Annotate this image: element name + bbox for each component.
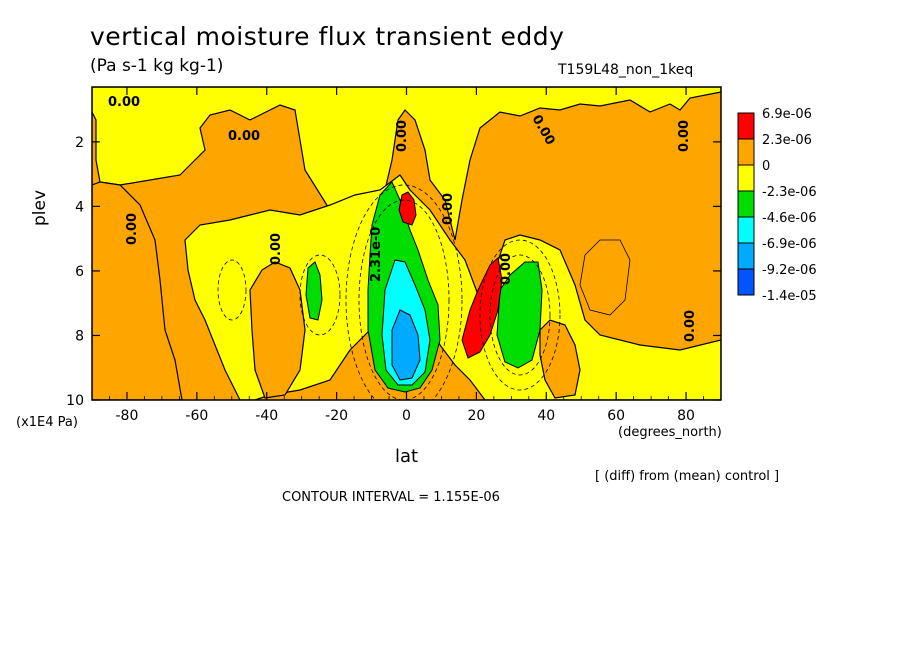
x-axis-label: lat [395, 446, 419, 467]
y-axis-unit: (x1E4 Pa) [16, 415, 78, 430]
axes: -80 -60 -40 -20 0 20 40 60 80 2 4 6 8 10 [66, 87, 722, 424]
red-region-20n [461, 257, 503, 359]
y-tick-label: 10 [66, 393, 84, 409]
contour-labels: 0.00 0.00 0.00 0.00 0.00 0.00 0.00 0.00 … [108, 95, 698, 342]
blue-region-equator [391, 309, 421, 381]
green-region-minus27 [305, 261, 323, 321]
contour-label: 0.00 [125, 213, 140, 245]
colorbar-legend: 6.9e-06 2.3e-06 0 -2.3e-06 -4.6e-06 -6.9e-06 -… [737, 107, 817, 304]
legend-swatch [737, 112, 755, 140]
contour-label: 0.00 [269, 233, 284, 265]
x-tick-label: 80 [677, 408, 695, 424]
contour-label: 0.00 [499, 253, 514, 285]
legend-label: -9.2e-06 [762, 263, 817, 278]
x-tick-label: 0 [402, 408, 411, 424]
x-tick-label: 20 [467, 408, 485, 424]
legend-swatch [737, 268, 755, 296]
x-tick-label: -60 [185, 408, 208, 424]
contour-label: 2.31e-0 [369, 227, 384, 282]
contour-label: 0.00 [683, 310, 698, 342]
x-tick-label: -40 [255, 408, 278, 424]
x-tick-label: -20 [325, 408, 348, 424]
y-tick-label: 8 [75, 328, 84, 344]
x-tick-label: 40 [537, 408, 555, 424]
x-tick-label: -80 [116, 408, 139, 424]
solid-contour-right [579, 239, 631, 316]
plot-area [92, 87, 721, 400]
legend-label: 2.3e-06 [762, 133, 812, 148]
legend-label: -4.6e-06 [762, 211, 817, 226]
legend-label: -6.9e-06 [762, 237, 817, 252]
contour-label: 0.00 [677, 120, 692, 152]
dashed-contours [217, 184, 561, 400]
chart-title: vertical moisture flux transient eddy [90, 22, 565, 51]
yellow-region-main [92, 87, 721, 241]
legend-swatch [737, 164, 755, 192]
contour-label: 0.00 [441, 193, 456, 225]
y-tick-label: 6 [75, 264, 84, 280]
contour-label: 0.00 [108, 95, 140, 110]
x-tick-label: 60 [607, 408, 625, 424]
run-id: T159L48_non_1keq [558, 62, 694, 78]
legend-swatch [737, 242, 755, 270]
contour-interval: CONTOUR INTERVAL = 1.155E-06 [282, 490, 500, 505]
orange-bump-right [539, 319, 581, 399]
contour-label: 0.00 [228, 129, 260, 144]
legend-label: -1.4e-05 [762, 289, 817, 304]
green-region-35n [496, 261, 543, 369]
legend-swatch [737, 138, 755, 166]
chart-units: (Pa s-1 kg kg-1) [90, 56, 224, 76]
legend-label: -2.3e-06 [762, 185, 817, 200]
legend-label: 6.9e-06 [762, 107, 812, 122]
orange-bump-left [249, 261, 306, 399]
y-tick-label: 2 [75, 135, 84, 151]
legend-label: 0 [762, 159, 770, 174]
legend-swatch [737, 216, 755, 244]
y-tick-label: 4 [75, 199, 84, 215]
legend-swatch [737, 190, 755, 218]
contour-label: 0.00 [395, 120, 410, 152]
x-axis-unit: (degrees_north) [618, 425, 722, 440]
diff-note: [ (diff) from (mean) control ] [595, 469, 780, 484]
orange-left-edge [92, 181, 183, 400]
